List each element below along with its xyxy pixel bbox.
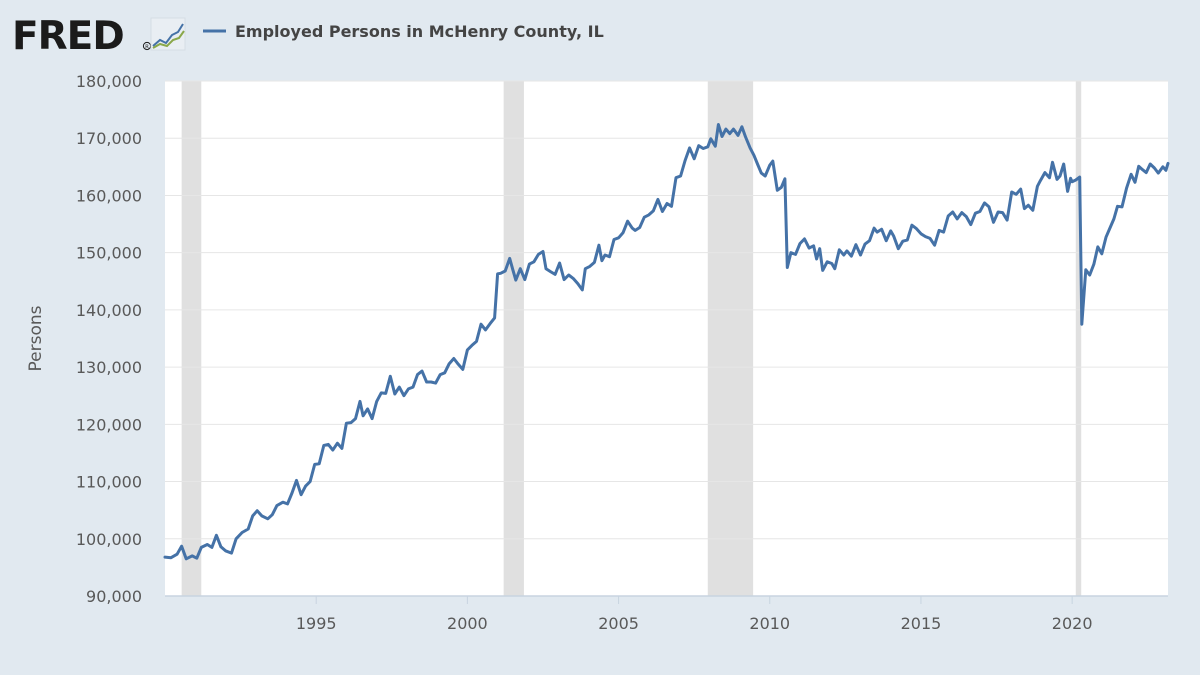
y-tick-label: 150,000 [76, 244, 142, 263]
recession-bands [181, 81, 1082, 596]
svg-text:R: R [145, 44, 149, 50]
y-tick-label: 160,000 [76, 186, 142, 205]
series-line [163, 123, 1170, 561]
y-axis-title: Persons [26, 305, 46, 371]
y-axis: 90,000 100,000 110,000 120,000 130,000 140,00… [76, 72, 142, 606]
y-tick-label: 90,000 [86, 587, 142, 606]
recession-band [707, 81, 754, 596]
y-tick-label: 180,000 [76, 72, 142, 91]
y-tick-label: 170,000 [76, 129, 142, 148]
legend-label: Employed Persons in McHenry County, IL [235, 22, 604, 41]
series-layer [163, 123, 1170, 561]
x-tick-label: 2015 [901, 614, 942, 633]
registered-mark-icon: R [142, 41, 152, 50]
fred-logo[interactable]: FRED R [12, 14, 186, 59]
recession-band [181, 81, 202, 596]
y-tick-label: 100,000 [76, 530, 142, 549]
plot-area [165, 81, 1168, 596]
line-chart-icon [150, 17, 186, 51]
recession-band [503, 81, 524, 596]
x-tick-label: 2005 [598, 614, 639, 633]
y-tick-label: 140,000 [76, 301, 142, 320]
y-tick-label: 130,000 [76, 358, 142, 377]
recession-band [1075, 81, 1082, 596]
x-tick-label: 2010 [749, 614, 790, 633]
legend: Employed Persons in McHenry County, IL [203, 22, 604, 41]
y-tick-label: 120,000 [76, 415, 142, 434]
x-axis: 1995 2000 2005 2010 2015 2020 [296, 596, 1093, 633]
x-tick-label: 1995 [296, 614, 337, 633]
gridlines [165, 80, 1168, 540]
y-tick-label: 110,000 [76, 473, 142, 492]
x-tick-label: 2000 [447, 614, 488, 633]
x-tick-label: 2020 [1052, 614, 1093, 633]
fred-logo-text: FRED [12, 14, 124, 59]
